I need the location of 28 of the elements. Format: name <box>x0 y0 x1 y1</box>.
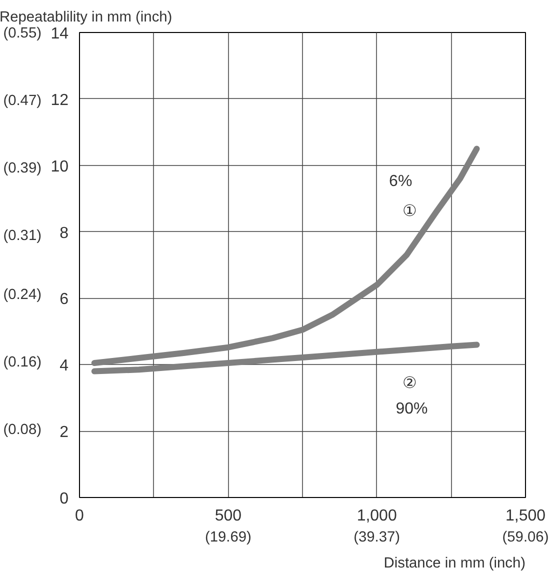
y-tick-label: 6 <box>60 291 69 308</box>
y-tick-label: 10 <box>50 158 69 176</box>
y-tick-label: 0 <box>60 490 69 508</box>
x-tick-label: 0 <box>75 508 84 524</box>
annotation: ① <box>402 203 417 220</box>
y2-tick-label: (0.24) <box>3 286 42 303</box>
y2-tick-label: (0.31) <box>3 228 42 244</box>
y2-tick-label: (0.47) <box>3 92 42 109</box>
x-tick-label: 1,000 <box>356 508 397 524</box>
y2-tick-label: (0.55) <box>3 25 42 42</box>
y-tick-label: 8 <box>60 224 69 242</box>
y2-tick-label: (0.39) <box>3 160 42 176</box>
x-tick-label: 1,500 <box>505 508 546 524</box>
y-tick-label: 12 <box>50 92 69 109</box>
annotation: 90% <box>396 400 428 418</box>
y-tick-label: 14 <box>50 26 69 42</box>
y2-tick-label: (0.08) <box>3 422 42 438</box>
y2-tick-label: (0.16) <box>3 354 42 370</box>
x2-tick-label: (59.06) <box>502 530 549 546</box>
annotation: ② <box>402 375 417 392</box>
x-axis-title: Distance in mm (inch) <box>384 556 526 572</box>
x2-tick-label: (19.69) <box>204 530 252 546</box>
x2-tick-label: (39.37) <box>354 530 400 546</box>
annotation: 6% <box>389 172 412 190</box>
x-tick-label: 500 <box>214 508 242 524</box>
y-axis-title: Repeatablility in mm (inch) <box>0 10 172 26</box>
y-tick-label: 2 <box>60 424 69 442</box>
y-tick-label: 4 <box>60 358 69 375</box>
